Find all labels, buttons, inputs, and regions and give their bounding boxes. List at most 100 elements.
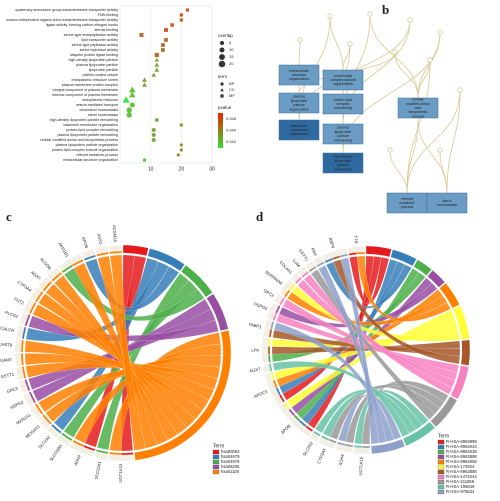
term-segment: [180, 264, 213, 298]
gene-label: APOC3: [253, 389, 269, 399]
gene-term-tick: [270, 372, 275, 381]
gene-label: HSPG2: [253, 301, 269, 311]
point: [142, 158, 147, 162]
dag-node-label: protein-lipid complex subunit organization: [330, 74, 356, 86]
dag-node-small: [392, 49, 398, 55]
legend-label: 20: [229, 61, 234, 66]
dag-node: [322, 123, 364, 145]
legend-label: hsa04979: [221, 454, 240, 459]
point: [179, 13, 183, 17]
gene-label: UGT1A10: [118, 463, 123, 482]
x-tick-label: 20: [179, 166, 185, 172]
gene-term-tick: [28, 301, 37, 315]
point: [154, 67, 160, 72]
legend-swatch: [437, 489, 445, 495]
gene-label: ACSM2A: [112, 225, 118, 243]
gene-label: GAMT: [0, 357, 13, 363]
point: [139, 32, 144, 38]
term-segment: [413, 259, 432, 276]
y-tick-label: retinoid metabolic process: [76, 153, 118, 157]
gene-term-tick: [308, 265, 317, 273]
gene-label: ASS1: [96, 233, 103, 245]
legend-size-marker: [218, 60, 226, 68]
y-tick-label: lipid transporter activity: [81, 38, 118, 42]
point: [161, 43, 165, 47]
gene-label: COL4A1: [279, 260, 294, 275]
dag-node: [426, 192, 468, 214]
dag-node-label: protein-lipid complex remodeling: [334, 98, 353, 110]
legend-swatch: [437, 439, 445, 445]
panel-label: b: [382, 2, 389, 17]
gene-term-tick: [108, 451, 122, 456]
gene-label: UGT1A10: [358, 456, 364, 475]
y-tick-label: plasma membrane protein complex: [62, 83, 118, 87]
term-segment: [460, 339, 471, 366]
ribbon: [340, 257, 379, 444]
point: [154, 52, 159, 58]
dag-node: [322, 93, 364, 115]
gene-term-tick: [356, 251, 365, 255]
dag-node: [278, 92, 320, 114]
dag-node-small: [437, 29, 443, 35]
y-tick-label: ligase activity, forming carbon-nitrogen…: [46, 23, 118, 27]
gene-term-tick: [61, 432, 73, 442]
dag-node-label: extracellular structure organization: [289, 69, 309, 81]
term-segment: [390, 249, 417, 267]
y-tick-label: integral component of plasma membrane: [53, 88, 118, 92]
point: [220, 88, 224, 92]
legend-title: term: [218, 74, 227, 79]
legend-swatch: [212, 449, 220, 455]
dag-node-small: [387, 147, 393, 153]
gene-term-tick: [20, 353, 24, 366]
y-tick-label: cellular modified amino acid biosyntheti…: [40, 138, 118, 142]
gene-label: GPC3: [6, 386, 19, 395]
legend-title: pvalue: [218, 105, 232, 110]
legend-swatch: [437, 479, 445, 485]
gene-label: APOB: [280, 423, 292, 435]
point: [126, 107, 132, 113]
gene-label: APOB: [81, 236, 90, 249]
x-tick-label: 10: [148, 166, 154, 172]
legend-label: R-HSA-8963899: [446, 439, 477, 444]
term-segment: [371, 438, 406, 455]
legend-label: R-HSA-211859: [446, 479, 475, 484]
point: [179, 143, 183, 147]
gene-label: ADH4: [73, 454, 82, 467]
point: [151, 137, 156, 143]
term-segment: [365, 245, 392, 258]
y-tick-label: ubiquitin protein ligase binding: [70, 53, 118, 57]
legend-label: 5: [229, 40, 232, 45]
gene-term-tick: [301, 271, 310, 279]
y-tick-label: quaternary ammonium group transmembrane …: [15, 8, 118, 12]
dag-node-label: cellular modified amino acid biosynthetic pr…: [406, 98, 430, 119]
gene-term-tick: [21, 326, 27, 340]
gene-term-tick: [34, 403, 44, 415]
dag-edge: [417, 117, 448, 194]
legend-label: R-HSA-8964058: [446, 459, 477, 464]
dag-node-label: plasma lipoprotein particle remodeling: [334, 126, 352, 143]
legend-label: R-HSA-196849: [446, 484, 475, 489]
gene-term-tick: [279, 297, 286, 306]
gene-label: SLC2A2: [37, 434, 51, 450]
ribbon: [291, 286, 460, 342]
gene-label: ADH4: [338, 453, 345, 466]
term-segment: [147, 248, 185, 272]
y-tick-label: lipoprotein particle: [89, 68, 118, 72]
gene-term-tick: [24, 379, 31, 392]
legend-label: R-HSA-8964043: [446, 444, 477, 449]
ribbon: [73, 262, 168, 446]
dag-edge: [446, 89, 461, 194]
gene-label: MAN1A1: [15, 412, 32, 426]
point: [154, 57, 160, 62]
ribbon: [322, 389, 423, 437]
gene-label: FABP1: [248, 322, 262, 330]
legend-swatch: [212, 454, 220, 460]
gene-term-tick: [83, 254, 97, 261]
legend-label: R-HSA-8964038: [446, 449, 477, 454]
point: [151, 132, 156, 138]
dag-node: [322, 69, 364, 91]
ribbon: [25, 361, 218, 390]
point: [154, 62, 160, 67]
y-tick-label: plasma lipoprotein particle remodeling: [57, 133, 118, 137]
gene-label: RBP4: [328, 237, 336, 250]
